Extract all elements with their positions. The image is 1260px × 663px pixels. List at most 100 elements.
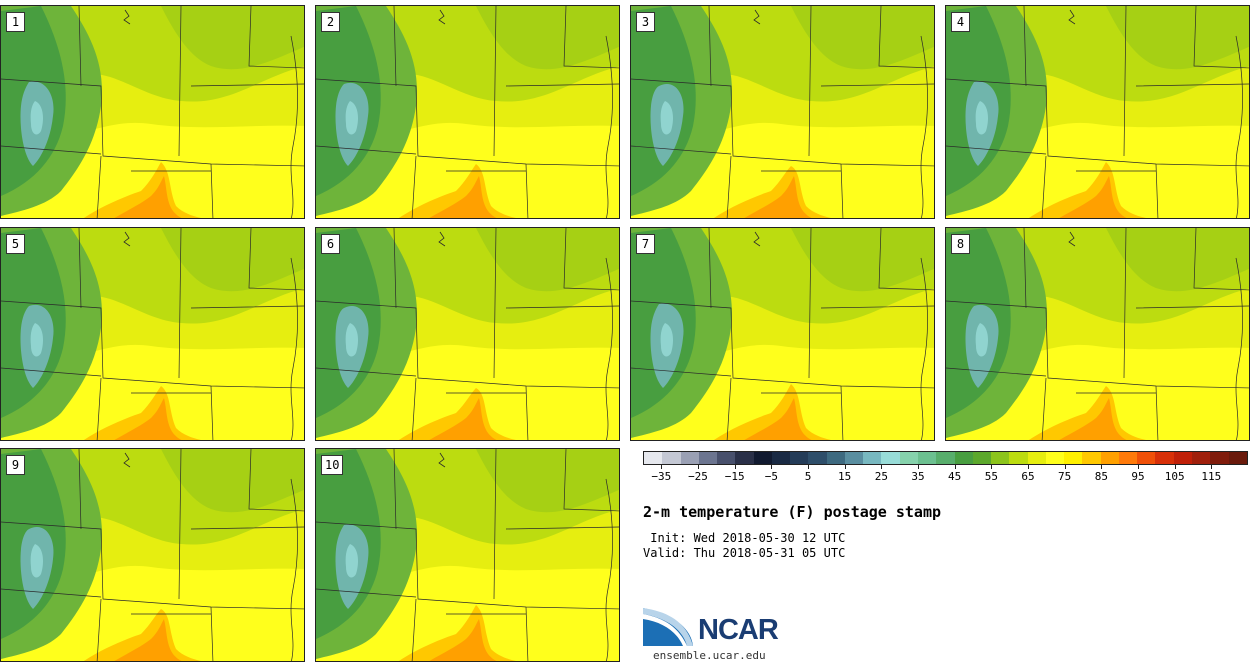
temp-field-90 — [114, 619, 182, 661]
river-line — [438, 231, 446, 247]
state-boundary — [708, 6, 934, 218]
colorbar-tick — [954, 465, 956, 469]
temperature-map — [1, 6, 304, 218]
river-line — [123, 9, 131, 25]
temp-field-62 — [476, 6, 619, 70]
temp-field-30 — [30, 101, 43, 135]
river-line — [1068, 9, 1076, 25]
temp-field-30 — [30, 544, 43, 578]
colorbar-tick-label: 85 — [1094, 470, 1108, 483]
temp-field-62 — [791, 6, 934, 70]
colorbar-swatch — [771, 452, 791, 464]
colorbar-swatch — [1118, 452, 1138, 464]
colorbar-tick-label: 55 — [984, 470, 998, 483]
colorbar-swatch — [1173, 452, 1192, 464]
temp-field-62 — [476, 449, 619, 513]
temp-field-30 — [345, 544, 358, 578]
colorbar-swatch — [1064, 452, 1083, 464]
member-panel-3[interactable]: 3 — [630, 5, 935, 219]
temp-field-62 — [1106, 6, 1249, 70]
state-boundary — [393, 449, 619, 661]
temperature-map — [946, 228, 1249, 440]
state-boundary — [1023, 6, 1249, 218]
state-boundary — [946, 35, 1243, 218]
temp-field-85 — [84, 609, 202, 661]
colorbar-tick — [1064, 465, 1066, 469]
member-panel-5[interactable]: 5 — [0, 227, 305, 441]
init-time: Init: Wed 2018-05-30 12 UTC — [643, 531, 846, 545]
temp-field-85 — [714, 166, 832, 218]
colorbar-tick-label: 115 — [1201, 470, 1222, 483]
temp-field-62 — [791, 228, 934, 292]
state-boundary — [78, 228, 304, 440]
colorbar-tick — [991, 465, 993, 469]
temp-field-62 — [161, 449, 304, 513]
temp-field-90 — [429, 619, 497, 661]
colorbar-swatch — [1155, 452, 1174, 464]
temp-field-62 — [1106, 228, 1249, 292]
member-panel-9[interactable]: 9 — [0, 448, 305, 662]
state-boundary — [316, 35, 613, 218]
colorbar-tick — [1174, 465, 1176, 469]
temp-field-85 — [84, 386, 202, 440]
state-boundary — [631, 35, 928, 218]
state-boundary — [631, 257, 928, 440]
colorbar-swatch — [698, 452, 718, 464]
valid-time: Valid: Thu 2018-05-31 05 UTC — [643, 546, 846, 560]
river-line — [438, 9, 446, 25]
temp-field-90 — [744, 398, 812, 440]
temp-field-90 — [114, 398, 182, 440]
state-boundary — [1, 78, 304, 167]
colorbar-swatch — [717, 452, 736, 464]
ncar-logo-icon[interactable] — [643, 606, 793, 650]
river-line — [753, 231, 761, 247]
colorbar-swatch — [1191, 452, 1211, 464]
colorbar-tick — [661, 465, 663, 469]
colorbar-tick-label: 75 — [1058, 470, 1072, 483]
member-panel-6[interactable]: 6 — [315, 227, 620, 441]
colorbar-swatch — [1045, 452, 1065, 464]
colorbar-swatch — [1082, 452, 1101, 464]
member-label: 7 — [636, 234, 655, 254]
member-panel-4[interactable]: 4 — [945, 5, 1250, 219]
temperature-map — [316, 228, 619, 440]
colorbar-swatch — [1027, 452, 1046, 464]
colorbar-tick-label: −35 — [651, 470, 672, 483]
member-panel-7[interactable]: 7 — [630, 227, 935, 441]
state-boundary — [946, 257, 1243, 440]
colorbar-swatch — [680, 452, 699, 464]
temp-field-85 — [714, 384, 832, 440]
logo-url-link[interactable]: ensemble.ucar.edu — [653, 649, 766, 662]
temp-field-30 — [30, 323, 43, 357]
temperature-map — [631, 228, 934, 440]
river-line — [1068, 231, 1076, 247]
member-panel-1[interactable]: 1 — [0, 5, 305, 219]
river-line — [753, 9, 761, 25]
colorbar-tick — [808, 465, 809, 469]
temp-field-90 — [1059, 176, 1127, 218]
member-label: 3 — [636, 12, 655, 32]
temperature-map — [1, 449, 304, 661]
colorbar-swatch — [954, 452, 973, 464]
colorbar-swatch — [991, 452, 1010, 464]
temp-field-85 — [1029, 162, 1147, 218]
state-boundary — [316, 300, 619, 389]
colorbar-tick-label: 5 — [804, 470, 812, 483]
member-panel-2[interactable]: 2 — [315, 5, 620, 219]
colorbar-tick — [771, 465, 773, 469]
colorbar-tick-label: −5 — [764, 470, 778, 483]
temp-field-62 — [161, 228, 304, 292]
member-panel-10[interactable]: 10 — [315, 448, 620, 662]
colorbar-swatch — [753, 452, 772, 464]
colorbar-tick — [881, 465, 883, 469]
state-boundary — [393, 6, 619, 218]
colorbar-swatch — [899, 452, 918, 464]
state-boundary — [1, 300, 304, 389]
temp-field-90 — [429, 398, 497, 440]
colorbar-swatch — [1210, 452, 1229, 464]
chart-title: 2-m temperature (F) postage stamp — [643, 503, 942, 521]
member-label: 9 — [6, 455, 25, 475]
state-boundary — [1, 35, 298, 218]
state-boundary — [1, 257, 298, 440]
member-panel-8[interactable]: 8 — [945, 227, 1250, 441]
